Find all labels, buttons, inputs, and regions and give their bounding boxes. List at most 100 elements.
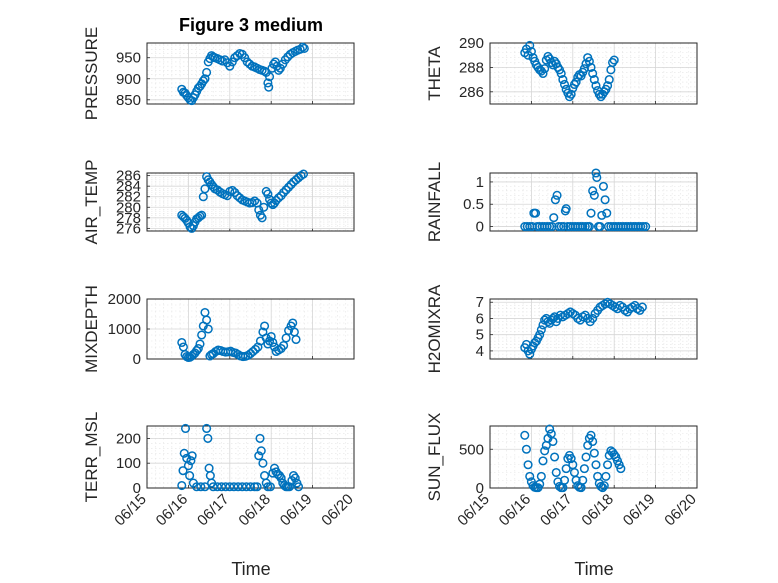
y-tick-label: 282 [116,189,141,206]
y-tick-label: 500 [459,441,484,458]
data-point [602,208,612,218]
data-point [521,444,531,454]
data-point [598,483,608,493]
x-tick-label: 06/20 [661,491,700,530]
data-point [254,451,264,461]
y-tick-label: 0 [133,351,141,368]
y-tick-label: 1 [476,174,484,191]
data-point [571,475,581,485]
data-point [245,482,256,492]
y-tick-label: 850 [116,92,141,109]
data-point [545,424,555,434]
chart-title: Figure 3 medium [179,15,323,35]
x-axis-label-right: Time [574,559,613,579]
data-point [200,184,210,194]
data-point [586,430,596,440]
data-point [227,185,237,195]
y-axis-label: H2OMIXRA [425,284,444,373]
axes-frame [489,425,698,489]
data-point [586,62,596,72]
data-point [535,330,545,340]
data-point [298,42,308,52]
data-point [268,337,278,348]
y-tick-label: 290 [459,35,484,52]
data-point [291,334,301,345]
data-point [266,198,276,208]
data-point [281,185,291,195]
axes-frame [489,42,698,105]
y-axis-label: RAINFALL [425,162,444,242]
data-point [597,210,607,220]
x-tick-label: 06/17 [194,491,233,530]
data-point [266,331,276,342]
data-point [581,452,591,462]
y-tick-label: 288 [459,59,484,76]
data-point [559,79,570,90]
data-point [271,195,281,205]
data-point [203,324,213,334]
data-point [548,436,558,447]
data-point [571,77,581,87]
data-point [578,475,588,485]
axes-background [146,425,355,489]
data-point [536,471,546,481]
panel-terr-msl: 0 100 200 06/15 06/16 06/17 06/18 06/19 06/20 TER… [82,412,357,530]
data-point [559,221,569,232]
data-point [298,169,309,179]
data-point [540,64,550,74]
axes-frame [146,172,355,232]
x-axis-label-left: Time [231,559,270,579]
y-tick-label: 276 [116,220,141,237]
data-point [589,448,599,458]
y-tick-label: 0 [476,480,484,497]
x-tick-label: 06/20 [318,491,357,530]
axes-frame [489,172,698,232]
data-point [279,187,289,198]
y-tick-label: 200 [116,430,141,447]
data-point [288,318,298,328]
data-point [177,480,187,491]
data-point [616,464,626,474]
data-point [558,75,568,85]
data-point [265,482,275,492]
data-point [260,321,270,331]
data-point [556,68,566,79]
data-point [523,460,533,470]
data-point [250,344,261,354]
data-point [200,74,210,84]
x-tick-label: 06/16 [496,491,535,530]
data-point [202,423,212,434]
x-tick-label: 06/15 [111,491,150,530]
data-point [579,64,589,74]
data-point [586,208,596,218]
data-point [263,78,273,88]
data-point [259,202,269,212]
y-tick-label: 6 [476,310,484,327]
y-axis-label: SUN_FLUX [425,413,444,502]
data-point [601,471,611,481]
data-point [603,81,613,91]
y-tick-label: 950 [116,50,141,67]
data-point [197,210,207,220]
data-point [600,195,610,205]
data-point [592,172,602,183]
data-point [197,330,207,340]
data-point [257,213,267,223]
x-tick-label: 06/18 [578,491,617,530]
data-point [540,446,550,456]
data-point [549,213,559,223]
data-point [637,302,647,312]
y-tick-label: 1000 [108,321,141,338]
data-point [579,464,589,474]
data-point [591,460,601,470]
data-point [193,343,203,354]
axes-frame [146,42,355,105]
data-point [295,44,305,54]
data-point [255,433,265,443]
data-point [256,446,266,456]
y-axis-label: THETA [425,46,444,101]
data-point [588,313,598,324]
data-point [588,186,598,196]
data-point [591,81,601,91]
